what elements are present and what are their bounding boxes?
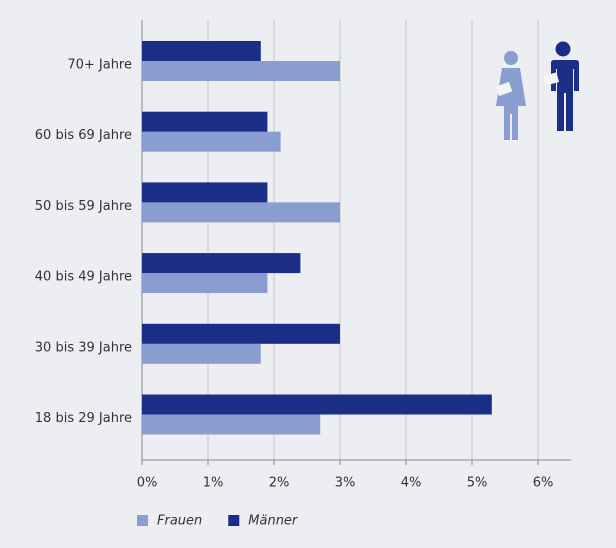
man-paper [542,72,560,86]
bar [142,41,261,61]
x-tick-label: 5% [467,476,488,491]
bar [142,253,301,274]
bar [142,394,492,415]
bar [142,202,340,223]
bar [142,323,340,344]
woman-head [504,51,518,65]
woman-icon [495,51,526,140]
x-tick-label: 4% [401,476,422,491]
x-tick-label: 2% [269,476,290,491]
legend-label: Frauen [157,514,202,529]
woman-paper [495,81,513,97]
x-tick-label: 0% [137,476,158,491]
y-tick-label: 18 bis 29 Jahre [35,411,132,426]
legend-swatch [137,515,148,526]
y-tick-label: 50 bis 59 Jahre [35,199,132,214]
legend-label: Männer [248,514,299,529]
y-tick-label: 40 bis 49 Jahre [35,270,132,285]
bar [142,131,281,152]
x-tick-label: 6% [533,476,554,491]
bar [142,273,268,294]
legend-swatch [228,515,240,526]
man-icon [542,41,579,131]
man-head [555,41,571,57]
bar [142,182,268,203]
bar [142,343,261,364]
y-tick-label: 60 bis 69 Jahre [35,128,132,143]
bar [142,111,268,132]
y-tick-label: 70+ Jahre [67,58,132,73]
x-tick-label: 3% [335,476,356,491]
x-tick-label: 1% [203,476,224,491]
bar [142,414,321,435]
bar [142,61,340,81]
y-tick-label: 30 bis 39 Jahre [35,340,132,355]
